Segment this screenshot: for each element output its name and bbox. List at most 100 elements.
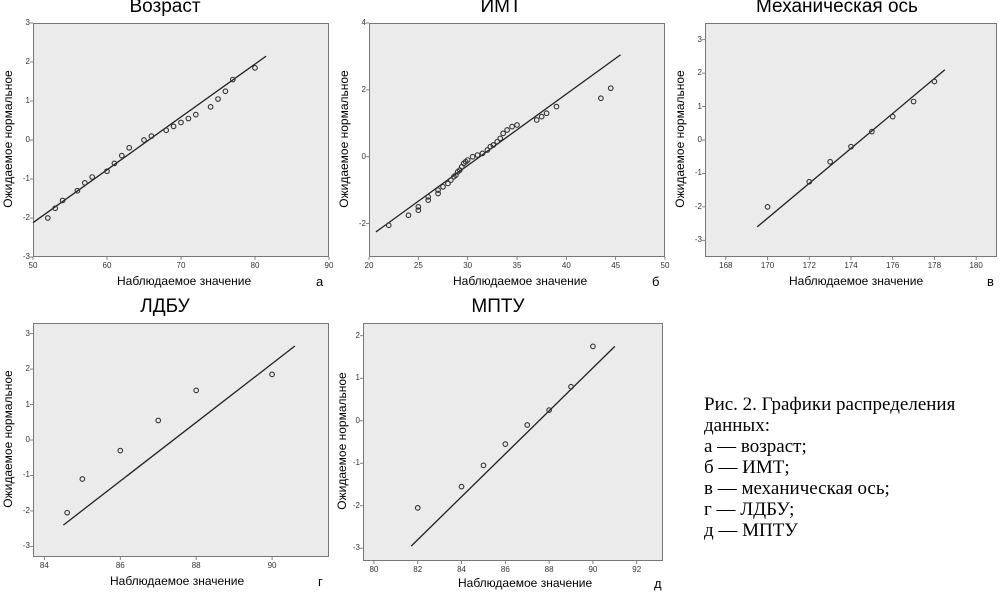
data-point: [509, 123, 515, 130]
fit-line: [32, 55, 267, 224]
plot-area: [33, 323, 329, 557]
y-tick-label: 2: [355, 330, 360, 340]
data-point: [497, 135, 504, 142]
chart-panel-bmi: ИМТ Ожидаемое нормальное Наблюдаемое зна…: [336, 0, 669, 292]
data-point: [487, 143, 494, 150]
data-point: [848, 143, 854, 150]
y-tick-label: 1: [697, 101, 702, 111]
data-point: [170, 123, 177, 130]
data-point: [458, 483, 465, 490]
chart-title: ЛДБУ: [140, 296, 190, 317]
y-tick-label: 0: [355, 415, 360, 425]
fit-line: [62, 345, 296, 526]
y-tick-label: -2: [22, 505, 30, 515]
x-tick-label: 35: [512, 261, 522, 270]
x-axis-label: Наблюдаемое значение: [117, 274, 252, 288]
y-tick-label: 1: [355, 373, 360, 383]
data-point: [889, 113, 896, 120]
data-point: [148, 133, 155, 139]
chart-panel-ldbu: ЛДБУ Ожидаемое нормальное Наблюдаемое зн…: [0, 296, 330, 592]
data-point: [500, 130, 507, 137]
data-point: [64, 509, 71, 516]
data-point: [568, 383, 574, 390]
data-point: [155, 417, 162, 424]
fit-line: [410, 345, 616, 547]
data-point: [252, 64, 258, 71]
caption-line: в — механическая ось;: [704, 478, 890, 499]
plot-area: [369, 23, 665, 257]
data-point: [118, 152, 125, 159]
caption-line: г — ЛДБУ;: [704, 499, 795, 520]
panel-letter: д: [654, 576, 662, 591]
chart-marks: [30, 22, 330, 260]
chart-title: МПТУ: [471, 296, 525, 317]
x-tick-label: 80: [250, 261, 260, 270]
data-point: [193, 387, 200, 394]
data-point: [185, 115, 192, 122]
plot-area: [705, 23, 997, 257]
chart-marks: [366, 22, 666, 260]
data-point: [385, 222, 392, 229]
x-tick-label: 60: [102, 261, 112, 270]
caption-line: д — МПТУ: [704, 520, 798, 541]
x-tick-label: 84: [457, 565, 466, 574]
data-point: [440, 183, 446, 190]
x-tick-label: 30: [463, 261, 473, 270]
data-point: [141, 137, 147, 143]
x-tick-label: 50: [28, 261, 38, 270]
panel-letter: в: [987, 274, 994, 289]
data-point: [415, 204, 422, 210]
chart-marks: [30, 333, 296, 560]
y-tick-label: -1: [22, 470, 30, 480]
x-tick-label: 84: [39, 561, 49, 570]
x-tick-label: 88: [191, 561, 201, 570]
y-tick-label: 2: [361, 84, 366, 94]
chart-panel-age: Возраст Ожидаемое нормальное Наблюдаемое…: [0, 0, 333, 292]
data-point: [52, 205, 59, 212]
figure-caption: Рис. 2. Графики распределения данных: а …: [704, 394, 1000, 541]
x-tick-label: 20: [364, 261, 374, 270]
caption-line: данных:: [704, 415, 770, 436]
y-tick-label: -1: [352, 458, 360, 468]
data-point: [607, 85, 614, 92]
data-point: [126, 144, 133, 151]
x-axis-label: Наблюдаемое значение: [789, 274, 924, 288]
y-tick-label: 3: [25, 18, 30, 27]
x-tick-label: 25: [413, 261, 423, 270]
data-point: [514, 122, 520, 128]
y-tick-label: -3: [694, 235, 702, 245]
y-tick-label: 0: [25, 435, 30, 444]
y-tick-label: -3: [22, 252, 30, 261]
x-axis-label: Наблюдаемое значение: [458, 576, 593, 590]
x-tick-label: 70: [176, 261, 186, 270]
data-point: [414, 505, 421, 511]
data-point: [469, 153, 476, 160]
x-tick-label: 92: [632, 565, 642, 574]
y-tick-label: -2: [352, 500, 360, 510]
data-point: [910, 98, 917, 105]
data-point: [538, 113, 545, 120]
x-tick-label: 176: [886, 261, 900, 270]
data-point: [931, 78, 938, 85]
x-tick-label: 50: [660, 261, 670, 270]
panel-letter: а: [316, 274, 324, 289]
data-point: [222, 88, 229, 95]
data-point: [827, 158, 833, 165]
data-point: [546, 407, 552, 413]
y-tick-label: 1: [25, 399, 30, 409]
x-tick-label: 90: [267, 561, 277, 570]
y-tick-label: -1: [22, 174, 30, 183]
x-tick-label: 172: [802, 261, 816, 270]
data-point: [104, 168, 110, 175]
data-point: [494, 138, 501, 145]
data-point: [764, 204, 771, 210]
data-point: [111, 160, 118, 167]
y-tick-label: 1: [25, 96, 30, 105]
data-point: [229, 76, 236, 83]
y-tick-label: -2: [694, 201, 702, 211]
chart-title: Механическая ось: [756, 0, 918, 17]
x-tick-label: 174: [844, 261, 858, 270]
y-tick-label: -3: [352, 543, 360, 553]
y-tick-label: 2: [25, 57, 30, 66]
data-point: [269, 371, 275, 378]
